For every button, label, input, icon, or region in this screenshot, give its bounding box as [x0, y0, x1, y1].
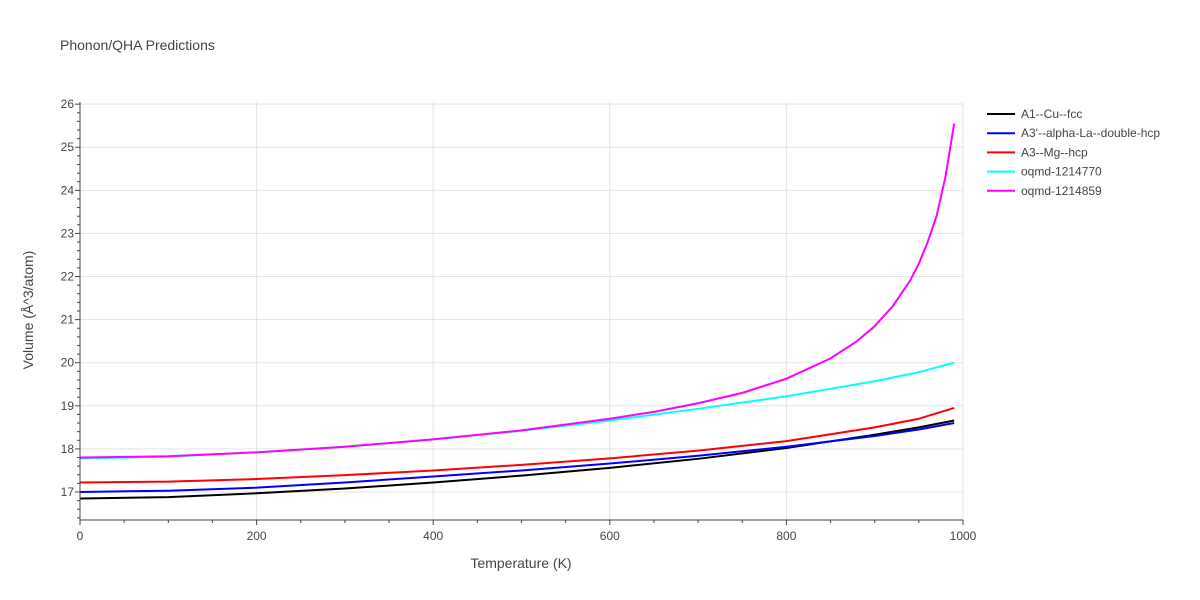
legend-item[interactable]: oqmd-1214770	[987, 165, 1102, 179]
legend-label: A1--Cu--fcc	[1021, 107, 1082, 121]
legend[interactable]: A1--Cu--fcc A3'--alpha-La--double-hcp A3--…	[987, 107, 1160, 198]
x-tick-label: 1000	[950, 529, 977, 543]
y-tick-label: 17	[61, 485, 75, 499]
y-tick-label: 23	[61, 226, 75, 240]
y-axis-title: Volume (Å^3/atom)	[20, 251, 36, 370]
legend-item[interactable]: A1--Cu--fcc	[987, 107, 1082, 121]
x-tick-label: 400	[423, 529, 443, 543]
y-tick-label: 26	[61, 97, 75, 111]
y-tick-label: 25	[61, 140, 75, 154]
series-line-4[interactable]	[79, 123, 956, 459]
legend-item[interactable]: A3'--alpha-La--double-hcp	[987, 126, 1160, 140]
grid	[80, 102, 964, 520]
plot-area	[79, 123, 956, 500]
series-line-2[interactable]	[79, 407, 955, 484]
chart-title: Phonon/QHA Predictions	[60, 37, 215, 53]
legend-label: A3'--alpha-La--double-hcp	[1021, 126, 1160, 140]
legend-label: A3--Mg--hcp	[1021, 145, 1088, 159]
series-line-3[interactable]	[79, 361, 955, 460]
x-tick-label: 200	[247, 529, 267, 543]
y-tick-label: 20	[61, 356, 75, 370]
x-tick-label: 0	[77, 529, 84, 543]
y-tick-label: 24	[61, 183, 75, 197]
y-tick-label: 18	[61, 442, 75, 456]
axes: 0 200 400 600 800 1000 17 18 19 20 21 22 23 24 25 26	[61, 97, 977, 543]
legend-item[interactable]: oqmd-1214859	[987, 184, 1102, 198]
x-tick-label: 600	[600, 529, 620, 543]
x-tick-label: 800	[776, 529, 796, 543]
x-axis-title: Temperature (K)	[470, 555, 571, 571]
legend-label: oqmd-1214770	[1021, 165, 1102, 179]
y-tick-label: 19	[61, 399, 75, 413]
series-line-0[interactable]	[79, 419, 955, 500]
series-line-1[interactable]	[79, 422, 955, 493]
legend-item[interactable]: A3--Mg--hcp	[987, 145, 1088, 159]
legend-label: oqmd-1214859	[1021, 184, 1102, 198]
y-tick-label: 21	[61, 313, 75, 327]
y-tick-label: 22	[61, 270, 75, 284]
